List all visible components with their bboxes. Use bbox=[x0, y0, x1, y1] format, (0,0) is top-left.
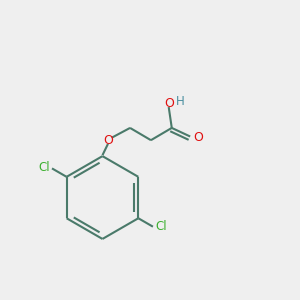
Text: O: O bbox=[164, 98, 174, 110]
Text: Cl: Cl bbox=[155, 220, 167, 233]
Text: Cl: Cl bbox=[38, 161, 50, 174]
Text: H: H bbox=[176, 95, 185, 108]
Text: O: O bbox=[103, 134, 113, 147]
Text: O: O bbox=[193, 130, 203, 144]
